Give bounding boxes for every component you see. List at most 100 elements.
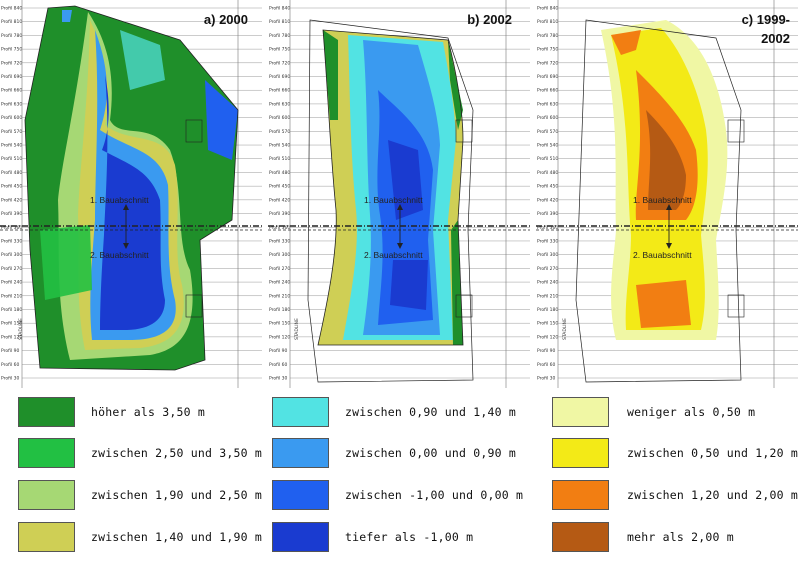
profile-label: Profil 720 — [269, 60, 290, 66]
map-b-graphic: Profil 840 Profil 810 Profil 780 Profil 750… — [268, 0, 530, 388]
profile-label: Profil 600 — [537, 115, 558, 121]
profile-label: Profil 660 — [537, 88, 558, 94]
profile-label: Profil 810 — [269, 19, 290, 25]
legend-swatch — [272, 480, 329, 510]
legend-label: zwischen 1,20 und 2,00 m — [627, 488, 798, 502]
map-panel-a: Profil 840 Profil 810 Profil 780 Profil 750… — [0, 0, 262, 388]
profile-label: Profil 840 — [1, 6, 22, 12]
profile-label: Profil 330 — [1, 238, 22, 244]
profile-label: Profil 120 — [1, 334, 22, 340]
profile-label: Profil 660 — [1, 88, 22, 94]
profile-label: Profil 540 — [1, 143, 22, 149]
profile-label: Profil 750 — [1, 47, 22, 53]
profile-label: Profil 690 — [269, 74, 290, 80]
profile-label: Profil 330 — [269, 238, 290, 244]
profile-label: Profil 270 — [269, 266, 290, 272]
profile-label: Profil 300 — [537, 252, 558, 258]
profile-label: Profil 510 — [269, 156, 290, 162]
legend-swatch — [272, 522, 329, 552]
profile-label: Profil 690 — [537, 74, 558, 80]
profile-label: Profil 540 — [537, 143, 558, 149]
profile-label: Profil 660 — [269, 88, 290, 94]
map-a-graphic: Profil 840 Profil 810 Profil 780 Profil 750… — [0, 0, 262, 388]
profile-label: Profil 180 — [269, 307, 290, 313]
profile-label: Profil 330 — [537, 238, 558, 244]
profile-label: Profil 390 — [1, 211, 22, 217]
profile-label: Profil 780 — [537, 33, 558, 39]
section-label-1-c: 1. Bauabschnitt — [633, 195, 692, 205]
section-label-2-a: 2. Bauabschnitt — [90, 250, 149, 260]
profile-label: Profil 780 — [1, 33, 22, 39]
legend-label: tiefer als -1,00 m — [345, 530, 474, 544]
profile-label: Profil 180 — [537, 307, 558, 313]
profile-label: Profil 480 — [269, 170, 290, 176]
profile-label: Profil 210 — [1, 293, 22, 299]
stadium-label-b: STADLINE — [294, 318, 300, 340]
profile-label: Profil 240 — [1, 280, 22, 286]
legend-label: zwischen 0,00 und 0,90 m — [345, 446, 516, 460]
profile-label: Profil 60 — [1, 362, 20, 368]
profile-label: Profil 30 — [537, 376, 556, 382]
profile-label: Profil 840 — [537, 6, 558, 12]
profile-label: Profil 150 — [537, 321, 558, 327]
profile-label: Profil 210 — [269, 293, 290, 299]
legend-swatch — [18, 480, 75, 510]
profile-label: Profil 360 — [1, 225, 22, 231]
profile-label: Profil 120 — [269, 334, 290, 340]
stadium-label-a: STADLINE — [18, 318, 24, 340]
legend-swatch — [272, 397, 329, 427]
profile-label: Profil 600 — [1, 115, 22, 121]
profile-label: Profil 300 — [1, 252, 22, 258]
profile-label: Profil 720 — [1, 60, 22, 66]
stadium-label-c: STADLINE — [562, 318, 568, 340]
legend-swatch — [18, 522, 75, 552]
section-label-2-b: 2. Bauabschnitt — [364, 250, 423, 260]
legend-swatch — [18, 397, 75, 427]
profile-label: Profil 210 — [537, 293, 558, 299]
profile-label: Profil 570 — [269, 129, 290, 135]
profile-label: Profil 600 — [269, 115, 290, 121]
profile-label: Profil 240 — [269, 280, 290, 286]
profile-label: Profil 810 — [537, 19, 558, 25]
profile-label: Profil 270 — [1, 266, 22, 272]
legend-label: höher als 3,50 m — [91, 405, 205, 419]
section-label-2-c: 2. Bauabschnitt — [633, 250, 692, 260]
profile-label: Profil 450 — [537, 184, 558, 190]
panel-title-c: c) 1999- 2002 — [741, 12, 790, 46]
profile-label: Profil 570 — [537, 129, 558, 135]
profile-label: Profil 480 — [1, 170, 22, 176]
map-panel-c: Profil 840 Profil 810 Profil 780 Profil 750… — [536, 0, 798, 388]
profile-label: Profil 150 — [269, 321, 290, 327]
legend-swatch — [18, 438, 75, 468]
profile-label: Profil 840 — [269, 6, 290, 12]
profile-label: Profil 90 — [269, 348, 288, 354]
profile-label: Profil 30 — [269, 376, 288, 382]
section-label-1-a: 1. Bauabschnitt — [90, 195, 149, 205]
profile-label: Profil 90 — [537, 348, 556, 354]
map-c-graphic: Profil 840 Profil 810 Profil 780 Profil 750… — [536, 0, 798, 388]
legend-label: zwischen 1,40 und 1,90 m — [91, 530, 262, 544]
profile-label: Profil 720 — [537, 60, 558, 66]
profile-label: Profil 450 — [1, 184, 22, 190]
legend-swatch — [552, 522, 609, 552]
profile-label: Profil 60 — [269, 362, 288, 368]
legend-swatch — [552, 480, 609, 510]
legend-swatch — [552, 397, 609, 427]
profile-label: Profil 180 — [1, 307, 22, 313]
legend-label: weniger als 0,50 m — [627, 405, 756, 419]
profile-label: Profil 420 — [269, 197, 290, 203]
legend-swatch — [272, 438, 329, 468]
profile-label: Profil 510 — [537, 156, 558, 162]
profile-label: Profil 360 — [269, 225, 290, 231]
profile-label: Profil 420 — [537, 197, 558, 203]
profile-grid-b: Profil 840 Profil 810 Profil 780 Profil 750… — [269, 0, 530, 388]
profile-label: Profil 90 — [1, 348, 20, 354]
profile-label: Profil 690 — [1, 74, 22, 80]
profile-label: Profil 420 — [1, 197, 22, 203]
profile-label: Profil 360 — [537, 225, 558, 231]
map-panel-b: Profil 840 Profil 810 Profil 780 Profil 750… — [268, 0, 530, 388]
legend-label: zwischen 0,50 und 1,20 m — [627, 446, 798, 460]
profile-label: Profil 120 — [537, 334, 558, 340]
legend-label: zwischen -1,00 und 0,00 m — [345, 488, 524, 502]
profile-label: Profil 630 — [537, 101, 558, 107]
